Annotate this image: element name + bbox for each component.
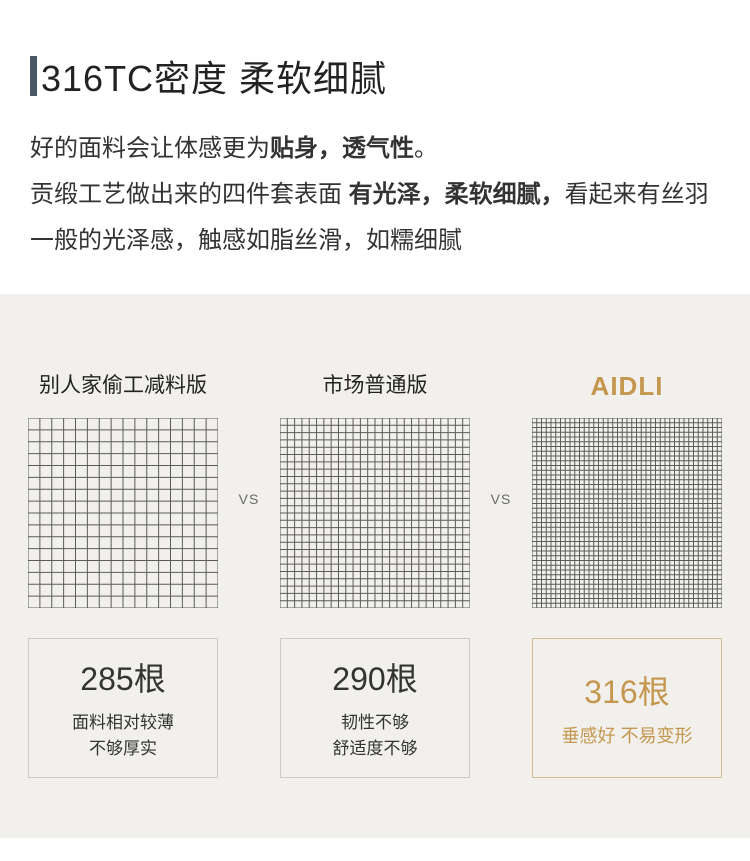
info-subtext: 韧性不够 舒适度不够 <box>333 710 418 762</box>
thread-count: 290根 <box>332 654 417 700</box>
desc-text: 贡缎工艺做出来的四件套表面 <box>30 181 349 208</box>
desc-bold: 贴身，透气性 <box>270 135 414 162</box>
desc-line-1: 好的面料会让体感更为贴身，透气性。 <box>30 126 720 172</box>
thread-count: 285根 <box>80 654 165 700</box>
description-block: 好的面料会让体感更为贴身，透气性。 贡缎工艺做出来的四件套表面 有光泽，柔软细腻… <box>0 102 750 264</box>
info-subtext: 面料相对较薄 不够厚实 <box>72 710 174 762</box>
thread-count: 316根 <box>584 667 669 713</box>
heading-text: 316TC密度 柔软细腻 <box>41 50 387 102</box>
info-box: 290根 韧性不够 舒适度不够 <box>280 638 470 778</box>
spacer <box>218 638 280 778</box>
comparison-column: 市场普通版 <box>280 372 470 608</box>
desc-text: 。 <box>414 135 438 162</box>
desc-text: 好的面料会让体感更为 <box>30 135 270 162</box>
density-grid <box>28 418 218 608</box>
comparison-row-info: 285根 面料相对较薄 不够厚实 290根 韧性不够 舒适度不够 316根 垂感… <box>28 638 722 778</box>
info-subtext: 垂感好 不易变形 <box>561 723 692 749</box>
vs-label: VS <box>491 473 512 507</box>
column-label: 市场普通版 <box>323 372 428 400</box>
brand-label: AIDLI <box>591 372 664 400</box>
info-box-highlight: 316根 垂感好 不易变形 <box>532 638 722 778</box>
density-grid <box>532 418 722 608</box>
desc-line-2: 贡缎工艺做出来的四件套表面 有光泽，柔软细腻，看起来有丝羽一般的光泽感，触感如脂… <box>30 172 720 264</box>
info-box: 285根 面料相对较薄 不够厚实 <box>28 638 218 778</box>
comparison-row-grids: 别人家偷工减料版 VS 市场普通版 VS AIDLI <box>28 372 722 608</box>
accent-bar <box>30 56 37 96</box>
vs-label: VS <box>239 473 260 507</box>
desc-bold: 有光泽，柔软细腻， <box>349 181 565 208</box>
comparison-panel: 别人家偷工减料版 VS 市场普通版 VS AIDLI 285根 面料相对较薄 不… <box>0 294 750 838</box>
column-label: 别人家偷工减料版 <box>39 372 207 400</box>
comparison-column: AIDLI <box>532 372 722 608</box>
comparison-column: 别人家偷工减料版 <box>28 372 218 608</box>
section-heading: 316TC密度 柔软细腻 <box>0 0 750 102</box>
spacer <box>470 638 532 778</box>
density-grid <box>280 418 470 608</box>
